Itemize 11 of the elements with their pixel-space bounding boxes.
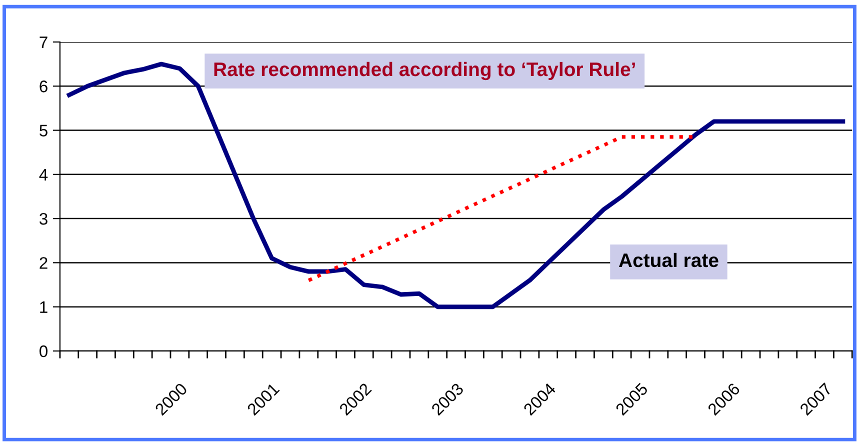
- y-tick-label: 2: [40, 257, 48, 269]
- y-tick-label: 5: [40, 124, 48, 136]
- y-tick-label: 3: [40, 212, 48, 225]
- annotation: Rate recommended according to ‘Taylor Rule’: [214, 62, 635, 80]
- annotation: Actual rate: [618, 252, 718, 268]
- y-tick-label: 1: [40, 301, 48, 313]
- line-series: [66, 62, 846, 310]
- y-tick-label: 6: [40, 80, 48, 92]
- y-tick-label: 4: [39, 168, 48, 180]
- y-tick-label: 0: [40, 345, 48, 358]
- y-tick-label: 7: [40, 36, 48, 48]
